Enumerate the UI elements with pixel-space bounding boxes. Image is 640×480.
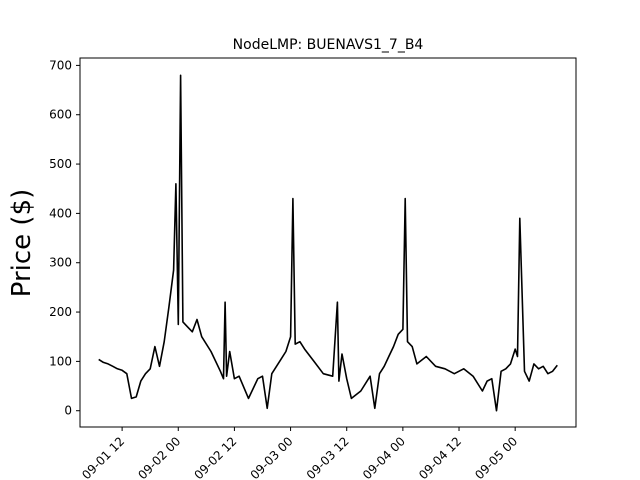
y-axis: 0 100 200 300 400 500 600 700 [49, 58, 80, 418]
y-axis-label: Price ($) [7, 189, 37, 298]
y-tick-label: 500 [49, 157, 72, 171]
y-tick-label: 300 [49, 256, 72, 270]
y-tick-label: 400 [49, 206, 72, 220]
chart-title: NodeLMP: BUENAVS1_7_B4 [233, 37, 424, 53]
y-tick-label: 100 [49, 354, 72, 368]
y-tick-label: 0 [64, 404, 72, 418]
series-line-0 [98, 74, 558, 412]
y-tick-label: 700 [49, 58, 72, 72]
y-tick-label: 200 [49, 305, 72, 319]
axes-frame [79, 57, 577, 428]
y-tick-label: 600 [49, 108, 72, 122]
plot-area [98, 74, 558, 412]
